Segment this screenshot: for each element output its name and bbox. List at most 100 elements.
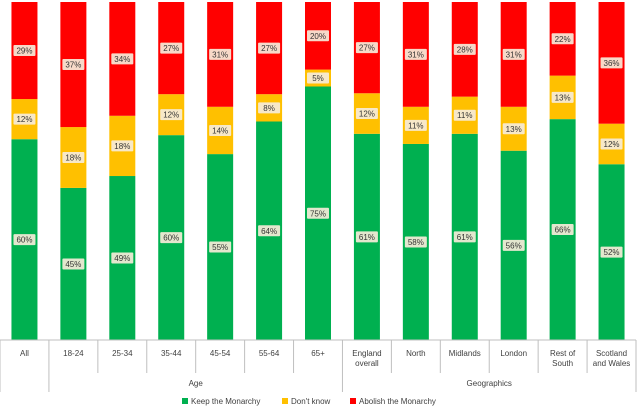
- data-label-background: [160, 42, 183, 54]
- data-label: 5%: [312, 74, 324, 83]
- data-label: 64%: [261, 227, 277, 236]
- category-label: 25-34: [112, 349, 133, 358]
- data-label-background: [13, 45, 36, 57]
- group-label-age: Age: [189, 379, 204, 388]
- legend-label-keep-the-monarchy: Keep the Monarchy: [191, 397, 260, 406]
- data-label-background: [600, 246, 623, 258]
- data-label-background: [160, 232, 183, 244]
- data-label: 66%: [555, 226, 571, 235]
- data-label-background: [13, 234, 36, 246]
- category-axis: All 18-24 25-34 35-44 45-54 55-64 65+ England ov…: [0, 339, 637, 392]
- data-label: 12%: [163, 111, 179, 120]
- data-label: 11%: [408, 121, 423, 130]
- data-label-background: [355, 231, 378, 243]
- data-label: 60%: [16, 236, 32, 245]
- data-label-background: [551, 33, 574, 45]
- data-label: 27%: [359, 44, 375, 53]
- data-label: 31%: [212, 50, 228, 59]
- category-label: 35-44: [161, 349, 182, 358]
- data-label-background: [502, 48, 525, 60]
- data-label-background: [307, 72, 329, 84]
- data-label-background: [404, 236, 427, 248]
- data-label: 49%: [114, 254, 130, 263]
- data-label: 12%: [16, 115, 32, 124]
- category-label: 45-54: [210, 349, 231, 358]
- data-label-background: [502, 123, 525, 135]
- data-label-background: [404, 119, 427, 131]
- category-label: England overall: [352, 349, 381, 368]
- data-label: 60%: [163, 234, 179, 243]
- data-label-background: [404, 48, 427, 60]
- category-label: All: [20, 349, 29, 358]
- data-label-background: [209, 241, 232, 253]
- data-label: 12%: [604, 140, 620, 149]
- data-label-background: [160, 109, 183, 121]
- data-label-background: [258, 42, 281, 54]
- data-label-background: [600, 138, 623, 150]
- data-label-background: [307, 30, 329, 42]
- data-label: 27%: [163, 44, 179, 53]
- data-label: 29%: [16, 47, 32, 56]
- data-label-background: [355, 108, 378, 120]
- data-label: 52%: [604, 248, 620, 257]
- data-label: 56%: [506, 241, 522, 250]
- data-label: 12%: [359, 110, 375, 119]
- data-label-background: [13, 113, 36, 125]
- legend-swatch-don-t-know: [282, 398, 288, 404]
- data-label: 20%: [310, 32, 326, 41]
- data-label: 18%: [65, 153, 81, 162]
- data-label-background: [111, 53, 134, 65]
- data-label: 8%: [263, 104, 275, 113]
- data-label: 37%: [65, 61, 81, 70]
- data-label-background: [209, 48, 232, 60]
- data-label-background: [258, 102, 281, 114]
- data-label: 31%: [506, 50, 522, 59]
- legend-swatch-abolish-the-monarchy: [350, 398, 356, 404]
- data-label-background: [355, 42, 378, 54]
- category-label: Midlands: [449, 349, 481, 358]
- data-label-background: [453, 109, 476, 121]
- data-label-background: [307, 207, 329, 219]
- data-label-background: [209, 124, 232, 136]
- data-label: 28%: [457, 45, 473, 54]
- data-label: 61%: [359, 233, 375, 242]
- data-label-background: [62, 59, 85, 71]
- category-label: 18-24: [63, 349, 84, 358]
- data-label-background: [111, 140, 134, 152]
- data-label: 34%: [114, 55, 130, 64]
- data-label-background: [62, 151, 85, 163]
- data-label: 11%: [457, 111, 472, 120]
- data-label-background: [453, 231, 476, 243]
- category-label: North: [406, 349, 426, 358]
- data-label: 13%: [555, 93, 571, 102]
- data-label: 31%: [408, 50, 424, 59]
- category-label: 55-64: [259, 349, 280, 358]
- data-label-background: [551, 91, 574, 103]
- data-label: 61%: [457, 233, 473, 242]
- data-label-background: [551, 224, 574, 236]
- category-label: Scotland and Wales: [593, 349, 631, 368]
- data-label: 27%: [261, 44, 277, 53]
- category-label: 65+: [311, 349, 325, 358]
- data-label: 13%: [506, 125, 522, 134]
- data-label: 45%: [65, 260, 81, 269]
- legend: Keep the Monarchy Don't know Abolish the M…: [182, 397, 436, 406]
- data-label-background: [62, 258, 85, 270]
- data-label-background: [502, 239, 525, 251]
- data-label: 75%: [310, 209, 326, 218]
- legend-label-abolish-the-monarchy: Abolish the Monarchy: [359, 397, 436, 406]
- data-label: 18%: [114, 142, 130, 151]
- category-label: London: [500, 349, 527, 358]
- legend-label-don-t-know: Don't know: [291, 397, 331, 406]
- data-label-background: [258, 225, 281, 237]
- bars-layer: 60% 12% 29% 45% 18% 37% 49% 18% 34% 60% 12% 27% 55% 1…: [11, 2, 625, 341]
- data-label-background: [600, 57, 623, 69]
- data-label: 14%: [212, 126, 228, 135]
- data-label: 36%: [604, 59, 620, 68]
- data-label-background: [453, 43, 476, 55]
- group-label-geographics: Geographics: [467, 379, 512, 388]
- data-label-background: [111, 252, 134, 264]
- category-label: Rest of South: [550, 349, 576, 368]
- legend-swatch-keep-the-monarchy: [182, 398, 188, 404]
